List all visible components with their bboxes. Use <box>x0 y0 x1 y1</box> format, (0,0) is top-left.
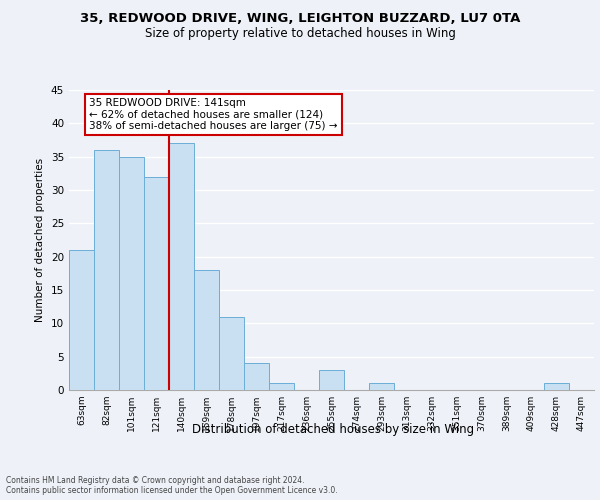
Bar <box>244 364 269 390</box>
Bar <box>219 316 244 390</box>
Text: 35, REDWOOD DRIVE, WING, LEIGHTON BUZZARD, LU7 0TA: 35, REDWOOD DRIVE, WING, LEIGHTON BUZZAR… <box>80 12 520 26</box>
Text: Size of property relative to detached houses in Wing: Size of property relative to detached ho… <box>145 28 455 40</box>
Bar <box>544 384 569 390</box>
Bar <box>144 176 169 390</box>
Bar <box>169 144 194 390</box>
Bar <box>119 156 144 390</box>
Text: Distribution of detached houses by size in Wing: Distribution of detached houses by size … <box>192 422 474 436</box>
Bar <box>369 384 394 390</box>
Bar <box>269 384 294 390</box>
Bar <box>319 370 344 390</box>
Y-axis label: Number of detached properties: Number of detached properties <box>35 158 46 322</box>
Bar <box>69 250 94 390</box>
Bar <box>194 270 219 390</box>
Text: 35 REDWOOD DRIVE: 141sqm
← 62% of detached houses are smaller (124)
38% of semi-: 35 REDWOOD DRIVE: 141sqm ← 62% of detach… <box>89 98 337 131</box>
Text: Contains HM Land Registry data © Crown copyright and database right 2024.
Contai: Contains HM Land Registry data © Crown c… <box>6 476 338 495</box>
Bar <box>94 150 119 390</box>
